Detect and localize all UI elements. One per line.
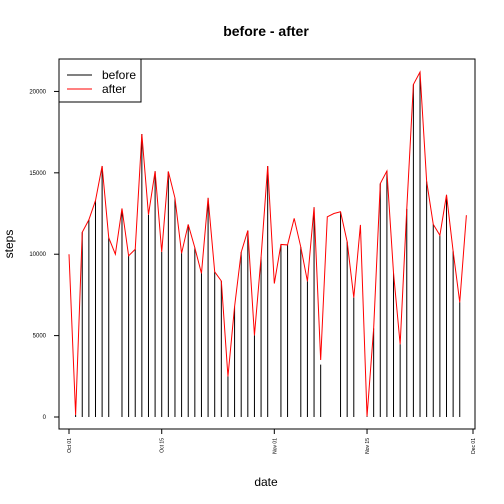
y-tick-label-3: 10000 <box>29 252 46 258</box>
after-series-line <box>68 70 467 417</box>
x-tick-label-1: Oct 01 <box>67 438 73 453</box>
plot-frame <box>58 58 476 430</box>
axes: Oct 01 Oct 15 Nov 01 Nov 15 Dec 01 0 5000 10000… <box>29 89 477 453</box>
y-tick-label-1: 0 <box>43 415 47 421</box>
y-tick-label-5: 20000 <box>29 89 46 95</box>
x-tick-label-2: Oct 15 <box>160 438 166 453</box>
x-tick-label-4: Nov 15 <box>365 438 371 454</box>
legend-label-after: after <box>102 82 126 96</box>
legend-box <box>58 58 142 103</box>
before-bars <box>75 72 461 417</box>
x-axis-label: date <box>254 475 278 489</box>
x-tick-label-5: Dec 01 <box>471 438 477 454</box>
legend-label-before: before <box>102 68 136 82</box>
y-tick-label-4: 15000 <box>29 171 46 177</box>
y-axis-label: steps <box>2 230 16 259</box>
chart-title: before - after <box>223 23 309 39</box>
y-tick-label-2: 5000 <box>33 334 47 340</box>
x-tick-label-3: Nov 01 <box>272 438 278 454</box>
